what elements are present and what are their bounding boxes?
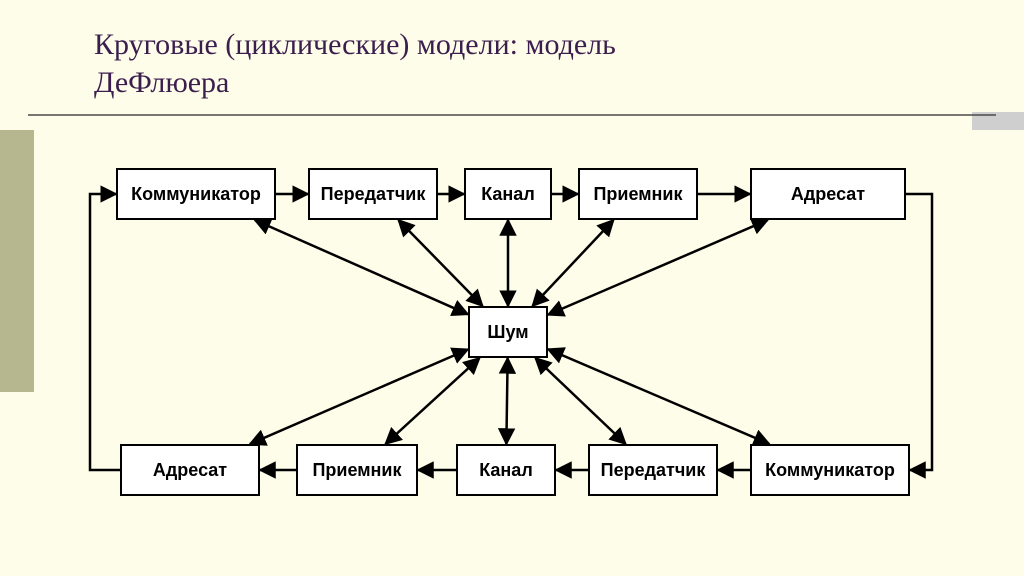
title-line-2: ДеФлюера (94, 64, 616, 102)
node-t5: Адресат (750, 168, 906, 220)
node-t2: Передатчик (308, 168, 438, 220)
node-b5: Коммуникатор (750, 444, 910, 496)
node-b1: Адресат (120, 444, 260, 496)
slide: Круговые (циклические) модели: модель Де… (0, 0, 1024, 576)
node-b3: Канал (456, 444, 556, 496)
node-t4: Приемник (578, 168, 698, 220)
slide-title: Круговые (циклические) модели: модель Де… (94, 26, 616, 101)
node-b2: Приемник (296, 444, 418, 496)
node-b4: Передатчик (588, 444, 718, 496)
node-c: Шум (468, 306, 548, 358)
title-line-1: Круговые (циклические) модели: модель (94, 26, 616, 64)
defleur-diagram: Коммуникатор Передатчик Канал Приемник Адрес… (60, 160, 970, 504)
node-t1: Коммуникатор (116, 168, 276, 220)
node-t3: Канал (464, 168, 552, 220)
